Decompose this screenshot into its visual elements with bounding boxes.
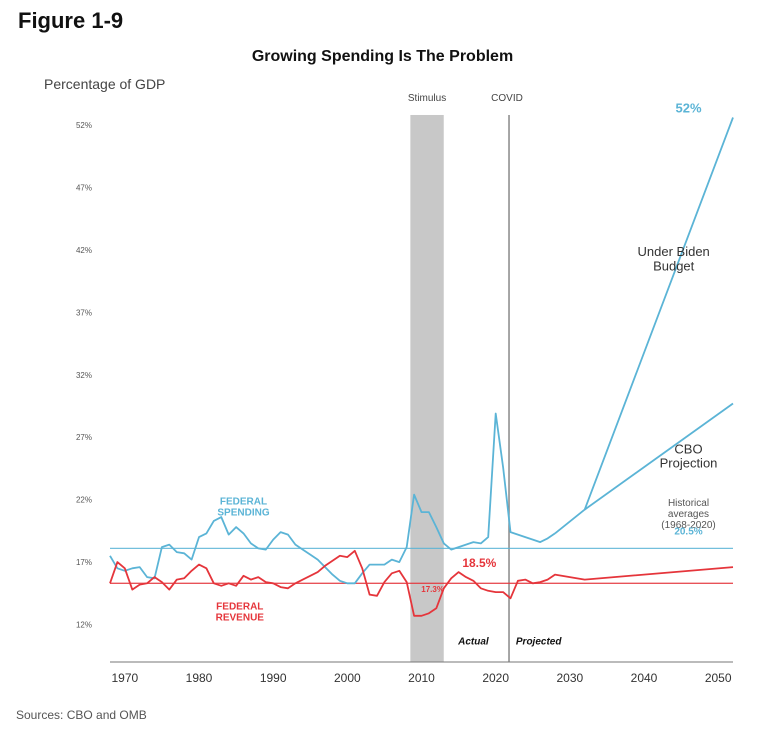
x-tick-label: 2040 — [631, 671, 658, 685]
y-tick-label: 22% — [76, 496, 92, 505]
x-tick-label: 1980 — [186, 671, 213, 685]
annotation-17-3: 17.3% — [421, 585, 444, 594]
annotation-20-5: 20.5% — [674, 527, 702, 538]
series-line-federal-spending — [109, 412, 556, 585]
stimulus-shade — [410, 114, 444, 662]
annotation-52: 52% — [675, 100, 701, 115]
x-tick-label: 2010 — [408, 671, 435, 685]
annotation-historical-averages-1968-2020: Historical averages (1968-2020) — [661, 498, 715, 531]
annotation-under-biden-budget: Under Biden Budget — [638, 244, 710, 273]
y-tick-label: 32% — [76, 371, 92, 380]
x-tick-label: 2020 — [482, 671, 509, 685]
x-tick-label: 2000 — [334, 671, 361, 685]
x-tick-label: 2030 — [556, 671, 583, 685]
stimulus-label: Stimulus — [408, 93, 446, 104]
figure-label: Figure 1-9 — [18, 8, 124, 33]
y-tick-label: 37% — [76, 308, 92, 317]
y-tick-label: 47% — [76, 183, 92, 192]
y-axis-label: Percentage of GDP — [44, 76, 166, 92]
chart-title: Growing Spending Is The Problem — [251, 48, 514, 65]
source-note: Sources: CBO and OMB — [16, 708, 147, 722]
x-tick-label: 1990 — [260, 671, 287, 685]
y-tick-label: 27% — [76, 433, 92, 442]
x-tick-label: 2050 — [705, 671, 732, 685]
series-line-federal-revenue — [109, 549, 734, 617]
series-line-under-biden-budget — [554, 117, 734, 535]
annotation-federal-spending: FEDERAL SPENDING — [217, 497, 269, 519]
y-tick-label: 17% — [76, 558, 92, 567]
annotation-projected: Projected — [516, 637, 562, 648]
series-line-cbo-projection — [584, 402, 734, 511]
y-tick-label: 12% — [76, 621, 92, 630]
y-tick-label: 52% — [76, 121, 92, 130]
covid-label: COVID — [491, 93, 523, 104]
annotation-cbo-projection: CBO Projection — [660, 441, 718, 470]
annotation-federal-revenue: FEDERAL REVENUE — [216, 602, 265, 624]
annotation-actual: Actual — [457, 637, 489, 648]
y-tick-label: 42% — [76, 246, 92, 255]
x-tick-label: 1970 — [111, 671, 138, 685]
annotation-18-5: 18.5% — [462, 556, 496, 570]
